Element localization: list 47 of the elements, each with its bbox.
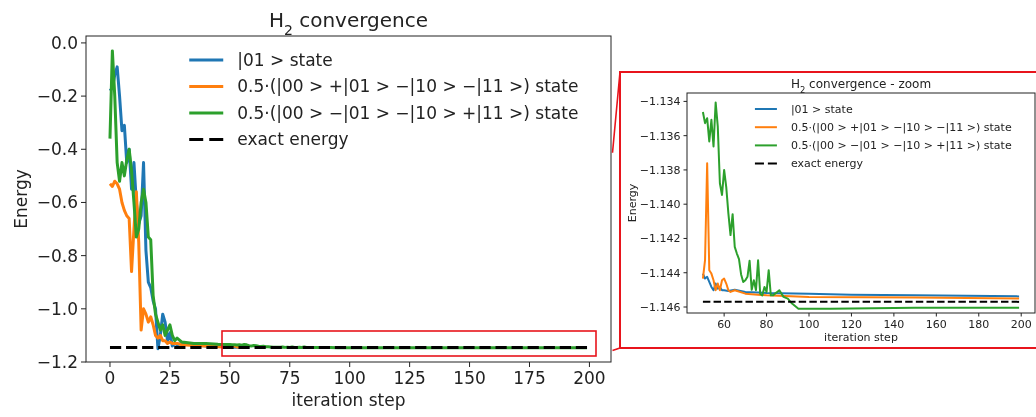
x-tick-label: 25: [159, 368, 181, 388]
x-tick-label: 120: [840, 317, 862, 331]
y-tick-label: −1.136: [639, 129, 681, 143]
y-tick-label: −1.142: [639, 232, 681, 246]
x-tick-label: 100: [798, 317, 820, 331]
y-tick-label: −0.8: [36, 245, 78, 266]
line-series: [701, 272, 1021, 298]
line-series: [701, 101, 1021, 310]
legend-label: |01 > state: [790, 102, 853, 116]
chart-title: H$_{2}$ convergence - zoom: [790, 77, 932, 95]
x-tick-label: 150: [453, 368, 486, 388]
x-tick-label: 60: [717, 317, 732, 331]
y-tick-label: −1.140: [639, 198, 681, 212]
legend-label: 0.5·(|00 > +|01 > −|10 > −|11 >) state: [790, 121, 1012, 135]
x-tick-label: 50: [219, 368, 241, 388]
legend-label: 0.5·(|00 > −|01 > −|10 > +|11 >) state: [790, 139, 1012, 153]
legend-label: 0.5·(|00 > +|01 > −|10 > −|11 >) state: [237, 76, 579, 97]
y-tick-label: −0.4: [36, 139, 78, 160]
x-tick-label: 0: [104, 368, 116, 388]
x-tick-label: 175: [513, 368, 546, 388]
y-tick-label: −0.2: [36, 86, 78, 107]
x-tick-label: 200: [1010, 317, 1032, 331]
legend-label: |01 > state: [237, 49, 333, 70]
legend-label: exact energy: [237, 129, 349, 150]
x-tick-label: 200: [573, 368, 606, 388]
chart-title: H$_{2}$ convergence: [268, 8, 429, 38]
x-axis-title: iteration step: [291, 390, 406, 410]
y-tick-label: −1.144: [639, 266, 681, 280]
y-axis-title: Energy: [626, 183, 639, 223]
y-tick-label: −1.134: [639, 95, 681, 109]
y-tick-label: −1.146: [639, 300, 681, 314]
y-tick-label: −1.138: [639, 163, 681, 177]
y-tick-label: −1.2: [36, 351, 78, 372]
x-tick-label: 160: [925, 317, 947, 331]
y-tick-label: −0.6: [36, 192, 78, 213]
y-tick-label: −1.0: [36, 298, 78, 319]
y-axis-title: Energy: [11, 169, 31, 229]
y-tick-label: 0.0: [50, 32, 78, 53]
x-tick-label: 140: [883, 317, 905, 331]
legend-label: exact energy: [790, 157, 864, 171]
x-tick-label: 125: [393, 368, 426, 388]
legend-label: 0.5·(|00 > −|01 > −|10 > +|11 >) state: [237, 102, 579, 123]
x-axis-title: iteration step: [824, 331, 898, 344]
x-tick-label: 75: [278, 368, 301, 388]
x-tick-label: 100: [333, 368, 366, 388]
x-tick-label: 80: [759, 317, 774, 331]
x-tick-label: 180: [968, 317, 990, 331]
